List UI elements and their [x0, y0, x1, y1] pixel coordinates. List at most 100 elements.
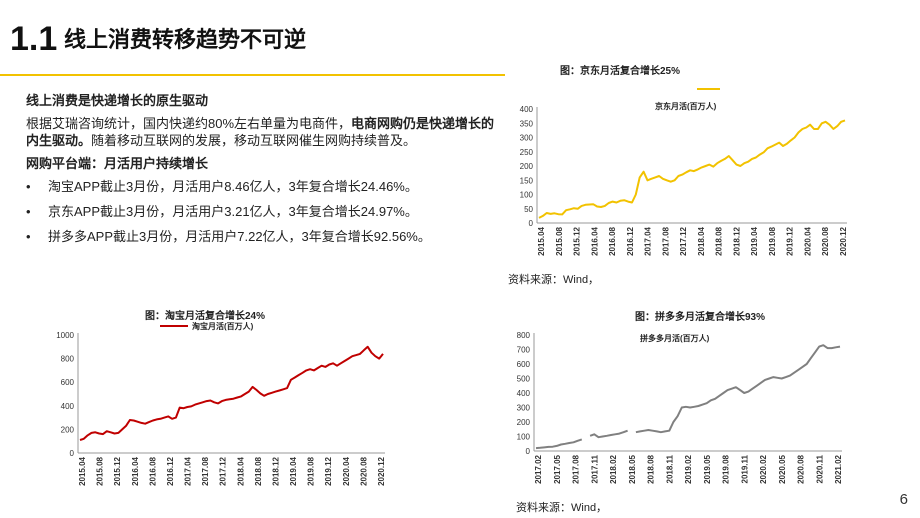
- x-tick-label: 2018.12: [732, 226, 741, 255]
- x-tick-label: 2017.08: [572, 454, 581, 483]
- series-line: [535, 438, 583, 450]
- y-tick-label: 600: [61, 378, 75, 387]
- x-tick-label: 2020.02: [759, 454, 768, 483]
- bullet-icon: •: [26, 179, 31, 194]
- x-tick-label: 2020.05: [778, 454, 787, 483]
- y-tick-label: 50: [524, 205, 533, 214]
- x-tick-label: 2016.04: [131, 456, 140, 485]
- bullet-item: • 拼多多APP截止3月份，月活用户7.22亿人，3年复合增长92.56%。: [26, 228, 501, 245]
- x-tick-label: 2019.11: [740, 454, 749, 483]
- y-tick-label: 300: [517, 404, 531, 413]
- y-tick-label: 400: [520, 105, 534, 114]
- x-tick-label: 2020.08: [359, 456, 368, 485]
- series-line: [538, 119, 846, 219]
- y-tick-label: 700: [517, 346, 531, 355]
- bullet-text: 淘宝APP截止3月份，月活用户8.46亿人，3年复合增长24.46%。: [48, 179, 418, 194]
- y-tick-label: 0: [529, 219, 534, 228]
- y-tick-label: 150: [520, 176, 534, 185]
- x-tick-label: 2019.08: [722, 454, 731, 483]
- x-tick-label: 2019.04: [750, 226, 759, 255]
- paragraph-part-a: 根据艾瑞咨询统计，国内快递约80%左右单量为电商件，: [26, 116, 352, 131]
- x-tick-label: 2017.11: [590, 454, 599, 483]
- bullet-text: 拼多多APP截止3月份，月活用户7.22亿人，3年复合增长92.56%。: [48, 229, 431, 244]
- jd-chart: 0 50 100 150 200 250 300 350 400 2015.04 2015.08 20…: [520, 88, 848, 256]
- x-tick-label: 2019.12: [324, 456, 333, 485]
- x-tick-label: 2018.11: [665, 454, 674, 483]
- x-tick-label: 2021.02: [834, 454, 843, 483]
- x-tick-label: 2018.05: [628, 454, 637, 483]
- title-bar: 1.1 线上消费转移趋势不可逆: [0, 12, 920, 58]
- x-tick-label: 2018.04: [697, 226, 706, 255]
- y-tick-label: 1000: [56, 331, 74, 340]
- x-tick-label: 2020.11: [815, 454, 824, 483]
- bullet-icon: •: [26, 229, 31, 244]
- x-tick-label: 2017.12: [679, 226, 688, 255]
- x-tick-label: 2016.08: [608, 226, 617, 255]
- y-tick-label: 0: [70, 449, 75, 458]
- text-heading: 线上消费是快递增长的原生驱动: [26, 93, 209, 108]
- x-tick-label: 2015.08: [555, 226, 564, 255]
- x-tick-label: 2020.12: [839, 226, 848, 255]
- x-tick-label: 2019.12: [786, 226, 795, 255]
- x-tick-label: 2019.02: [684, 454, 693, 483]
- x-tick-label: 2017.08: [201, 456, 210, 485]
- x-tick-label: 2018.12: [271, 456, 280, 485]
- bullet-item: • 淘宝APP截止3月份，月活用户8.46亿人，3年复合增长24.46%。: [26, 178, 501, 195]
- left-text-panel: 线上消费是快递增长的原生驱动 根据艾瑞咨询统计，国内快递约80%左右单量为电商件…: [26, 92, 501, 253]
- y-tick-label: 800: [517, 331, 531, 340]
- page-number: 6: [899, 491, 908, 508]
- x-tick-label: 2018.08: [254, 456, 263, 485]
- x-tick-label: 2016.12: [166, 456, 175, 485]
- x-tick-label: 2019.08: [768, 226, 777, 255]
- x-tick-label: 2015.08: [96, 456, 105, 485]
- x-tick-label: 2019.08: [307, 456, 316, 485]
- y-tick-label: 0: [526, 447, 531, 456]
- x-tick-label: 2017.02: [534, 454, 543, 483]
- paragraph: 根据艾瑞咨询统计，国内快递约80%左右单量为电商件，电商网购仍是快递增长的内生驱…: [26, 115, 501, 149]
- section-number: 1.1: [10, 20, 58, 58]
- accent-divider: [0, 74, 505, 76]
- text-subheading: 网购平台端：月活用户持续增长: [26, 156, 209, 171]
- x-tick-label: 2017.12: [219, 456, 228, 485]
- x-tick-label: 2016.08: [148, 456, 157, 485]
- x-tick-label: 2015.04: [537, 226, 546, 255]
- pdd-chart: 0 100 200 300 400 500 600 700 800 2017.02 2017.05 2…: [517, 331, 843, 484]
- x-tick-label: 2020.12: [377, 456, 386, 485]
- series-line: [589, 429, 628, 439]
- x-tick-label: 2017.04: [184, 456, 193, 485]
- taobao-chart: 0 200 400 600 800 1000 2015.04 2015.08 2015.12 20…: [56, 321, 386, 486]
- x-tick-label: 2016.04: [590, 226, 599, 255]
- y-tick-label: 350: [520, 119, 534, 128]
- bullet-item: • 京东APP截止3月份，月活用户3.21亿人，3年复合增长24.97%。: [26, 203, 501, 220]
- x-tick-label: 2015.12: [573, 226, 582, 255]
- x-tick-label: 2020.08: [797, 454, 806, 483]
- y-tick-label: 100: [520, 191, 534, 200]
- y-tick-label: 300: [520, 134, 534, 143]
- series-line: [79, 345, 384, 441]
- x-tick-label: 2016.12: [626, 226, 635, 255]
- y-tick-label: 200: [61, 425, 75, 434]
- legend-label: 拼多多月活(百万人): [640, 333, 710, 343]
- jd-chart-title: 图：京东月活复合增长25%: [560, 66, 681, 77]
- y-tick-label: 250: [520, 148, 534, 157]
- y-tick-label: 400: [61, 402, 75, 411]
- x-tick-label: 2017.05: [553, 454, 562, 483]
- x-tick-label: 2017.08: [661, 226, 670, 255]
- y-tick-label: 600: [517, 360, 531, 369]
- pdd-source: 资料来源：Wind，: [516, 502, 608, 514]
- paragraph-part-c: 随着移动互联网的发展，移动互联网催生网购持续普及。: [91, 133, 417, 148]
- x-tick-label: 2020.08: [821, 226, 830, 255]
- x-tick-label: 2018.04: [236, 456, 245, 485]
- y-tick-label: 400: [517, 389, 531, 398]
- x-tick-label: 2018.08: [647, 454, 656, 483]
- x-tick-label: 2017.04: [644, 226, 653, 255]
- x-tick-label: 2015.12: [113, 456, 122, 485]
- x-tick-label: 2018.02: [609, 454, 618, 483]
- series-line: [635, 344, 841, 434]
- x-tick-label: 2020.04: [803, 226, 812, 255]
- x-tick-label: 2018.08: [715, 226, 724, 255]
- taobao-chart-title: 图：淘宝月活复合增长24%: [144, 311, 265, 322]
- y-tick-label: 100: [517, 433, 531, 442]
- x-tick-label: 2020.04: [342, 456, 351, 485]
- x-tick-label: 2015.04: [78, 456, 87, 485]
